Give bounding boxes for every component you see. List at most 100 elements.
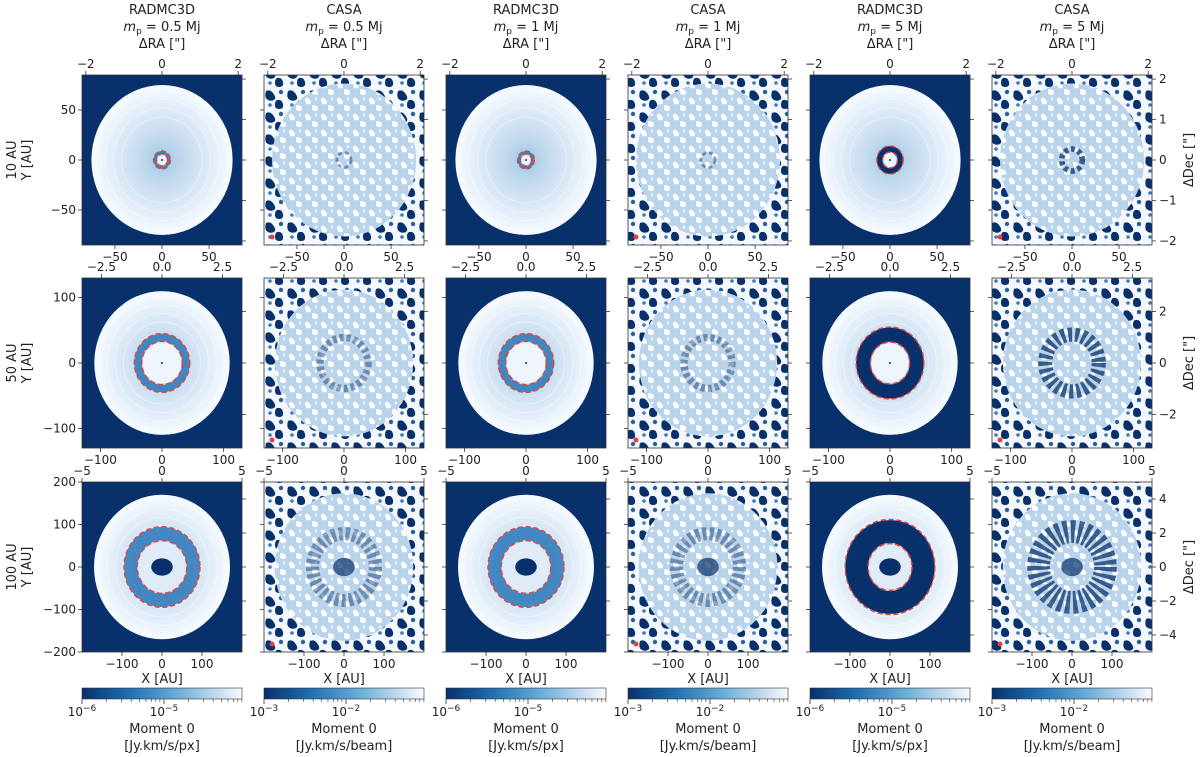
gap-band (1038, 327, 1106, 399)
x-tick-label: 50 (565, 250, 580, 264)
ra-tick-label: −2.5 (451, 260, 480, 274)
x-tick-label: 100 (555, 657, 578, 671)
x-tick-label: −100 (84, 453, 117, 467)
colorbar-label: Moment 0 (857, 722, 923, 737)
ra-tick-label: 5 (1148, 464, 1156, 478)
x-tick-label: 100 (737, 657, 760, 671)
gap-band (134, 333, 190, 393)
gap-band (488, 527, 565, 607)
panel-r2-c0: −5 0 5 −100 0 100 200 100 0 −100 −200 X [AU] (43, 464, 246, 687)
ra-tick-label: 0 (522, 57, 530, 71)
colorbar-tick-label: 10−6 (796, 704, 825, 719)
gap-band (876, 146, 904, 174)
y-tick-label: 50 (61, 103, 76, 117)
inner-cavity (515, 558, 537, 576)
disk-ring (106, 507, 218, 627)
y-tick-label: −50 (51, 203, 76, 217)
x-tick-label: −50 (1012, 250, 1037, 264)
disk-ring (106, 304, 218, 422)
gap-edge-ring (500, 539, 552, 595)
beam-marker (269, 234, 275, 240)
x-tick-label: 50 (1111, 250, 1126, 264)
ra-tick-label: 0.0 (1062, 260, 1081, 274)
x-tick-label: −50 (466, 250, 491, 264)
disk-ring (842, 516, 938, 618)
inner-disk (1054, 344, 1090, 382)
x-tick-label: 100 (373, 657, 396, 671)
ra-tick-label: 5 (966, 464, 974, 478)
dec-tick-label: 4 (1159, 492, 1167, 506)
star-marker (525, 362, 527, 364)
dec-tick-label: 0 (1159, 356, 1167, 370)
gap-edge-ring (136, 539, 188, 595)
gap-band (335, 151, 353, 169)
inner-disk (1066, 154, 1078, 166)
colorbar-4: 10−6 10−5 Moment 0 [Jy.km/s/px] (796, 687, 971, 754)
panel-r1-c4: −2.5 0.0 2.5 −100 0 100 (806, 260, 974, 467)
ra-tick-label: 2 (780, 57, 788, 71)
dec-tick-label: 1 (1159, 113, 1167, 127)
inner-disk (689, 343, 727, 383)
panel-r2-c2: −5 0 5 −100 0 100 X [AU] (437, 464, 610, 687)
ra-tick-label: −2 (259, 57, 277, 71)
gap-edge-ring (516, 150, 536, 170)
x-tick-label: 50 (747, 250, 762, 264)
column-mass-title: mp = 5 Mj (1040, 20, 1105, 37)
colorbar-tick-label: 10−5 (878, 704, 907, 719)
colorbar-unit: [Jy.km/s/beam] (296, 739, 393, 754)
beam-marker (997, 437, 1003, 443)
ra-tick-label: −5 (619, 464, 637, 478)
ra-tick-label: 0 (1068, 464, 1076, 478)
ra-tick-label: −2 (805, 57, 823, 71)
gap-band (856, 327, 924, 399)
colorbar-5: 10−3 10−2 Moment 0 [Jy.km/s/beam] (978, 687, 1153, 754)
x-tick-label: 0 (340, 250, 348, 264)
ra-tick-label: 2 (598, 57, 606, 71)
disk-ring (121, 116, 203, 204)
ra-tick-label: 2 (234, 57, 242, 71)
gap-band (1027, 520, 1117, 614)
row-label: 50 AU (5, 343, 20, 382)
gap-edge-ring (869, 341, 911, 385)
ra-tick-label: 0.0 (334, 260, 353, 274)
x-tick-label: 100 (1122, 453, 1145, 467)
column-code-title: RADMC3D (857, 3, 923, 18)
ra-tick-label: −2 (623, 57, 641, 71)
panel-r1-c3: −2.5 0.0 2.5 −100 0 100 (624, 260, 792, 467)
gap-band (153, 151, 171, 169)
x-tick-label: 0 (522, 250, 530, 264)
inner-cavity (151, 558, 173, 576)
x-axis-label: X [AU] (505, 672, 547, 687)
disk-ring (823, 89, 957, 231)
ra-tick-label: 2 (962, 57, 970, 71)
gap-edge-ring (504, 340, 548, 386)
dec-tick-label: −1 (1159, 193, 1177, 207)
ra-tick-label: 2 (416, 57, 424, 71)
ra-tick-label: −2.5 (997, 260, 1026, 274)
star-marker (525, 159, 527, 161)
x-tick-label: 0 (158, 453, 166, 467)
x-tick-label: 0 (886, 250, 894, 264)
panel-r2-c3: −5 0 5 −100 0 100 X [AU] (619, 464, 792, 687)
panel-r1-c0: −2.5 0.0 2.5 −100 0 100 100 0 −100 (43, 260, 246, 467)
ra-tick-label: 5 (238, 464, 246, 478)
ra-tick-label: 5 (602, 464, 610, 478)
x-tick-label: 50 (929, 250, 944, 264)
disk-ring (486, 321, 566, 405)
panel-r1-c5: −2.5 0.0 2.5 −100 0 100 2 0 −2 (988, 260, 1177, 467)
panel-r0-c5: −2 0 2 −50 0 50 2 1 0 −1 −2 (987, 57, 1177, 264)
ra-tick-label: −2.5 (87, 260, 116, 274)
y-tick-label: 100 (53, 518, 76, 532)
ra-tick-label: 2.5 (759, 260, 778, 274)
dec-axis-label: ΔDec ["] (1182, 540, 1197, 594)
ra-tick-label: −5 (983, 464, 1001, 478)
x-tick-label: −50 (648, 250, 673, 264)
disk-ring (459, 89, 593, 231)
beam-marker (997, 234, 1003, 240)
x-tick-label: −50 (284, 250, 309, 264)
row-label: 100 AU (5, 543, 20, 590)
x-axis-label: X [AU] (687, 672, 729, 687)
x-tick-label: 0 (340, 657, 348, 671)
inner-disk (340, 156, 348, 164)
